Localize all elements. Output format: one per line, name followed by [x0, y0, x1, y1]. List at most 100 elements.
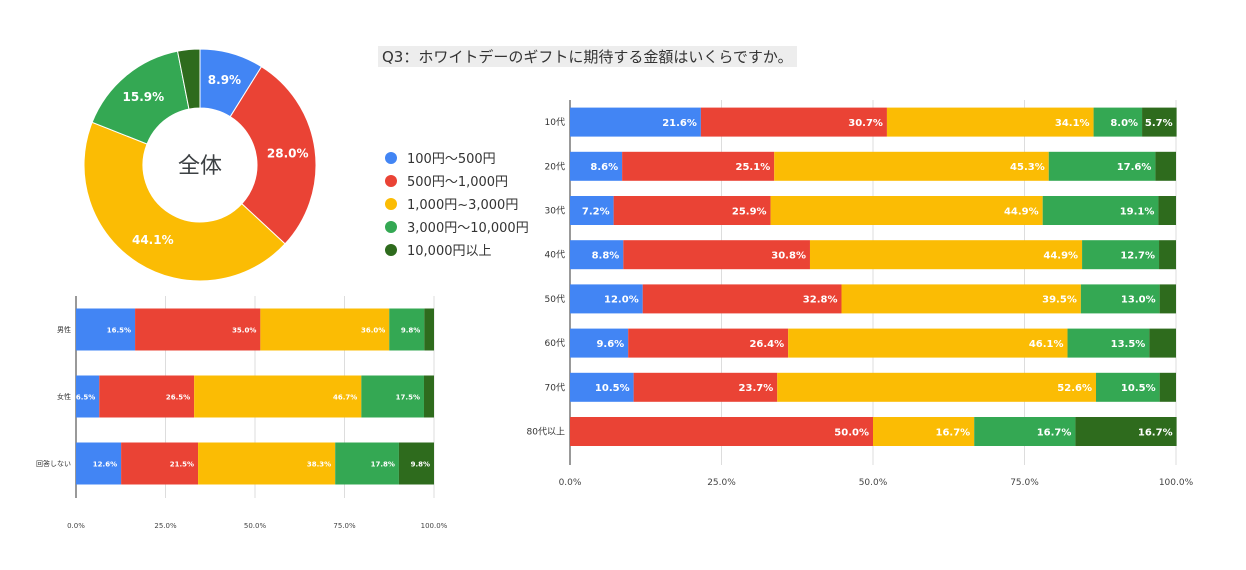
bar-segment: [788, 328, 1068, 358]
bar-data-label: 44.9%: [1004, 206, 1039, 217]
bar-data-label: 30.8%: [771, 251, 806, 262]
bar-segment: [700, 107, 887, 137]
donut-center-label: 全体: [178, 154, 222, 179]
bar-segment: [1159, 240, 1176, 270]
donut-slice-label: 28.0%: [267, 146, 309, 160]
bar-data-label: 21.6%: [662, 118, 697, 129]
legend-label: 100円～500円: [407, 152, 496, 167]
bar-segment: [570, 372, 634, 402]
bar-segment: [613, 196, 771, 225]
bar-data-label: 9.8%: [401, 326, 420, 334]
bar-data-label: 46.1%: [1029, 339, 1064, 350]
bar-segment: [76, 375, 100, 418]
donut-chart: 8.9% 28.0% 44.1% 15.9% 全体: [83, 48, 317, 282]
bar-data-label: 45.3%: [1010, 162, 1045, 173]
bar-data-label: 12.7%: [1120, 251, 1155, 262]
category-label: 女性: [57, 392, 71, 401]
bar-segment: [570, 107, 701, 137]
donut-slice: [83, 121, 286, 282]
bar-data-label: 52.6%: [1057, 383, 1092, 394]
bar-data-label: 16.7%: [1037, 427, 1072, 438]
legend-item: 500円～1,000円: [385, 169, 529, 192]
bar-data-label: 8.8%: [592, 251, 620, 262]
donut-slice-label: 15.9%: [123, 90, 165, 104]
bar-segment: [361, 375, 424, 418]
bar-data-label: 32.8%: [803, 295, 838, 306]
bar-data-label: 44.9%: [1043, 251, 1078, 262]
bar-data-label: 9.6%: [596, 339, 624, 350]
legend-label: 1,000円~3,000円: [407, 198, 519, 213]
category-label: 70代: [545, 382, 565, 393]
legend-item: 10,000円以上: [385, 238, 529, 261]
bar-segment: [76, 442, 122, 485]
bar-segment: [570, 151, 623, 181]
bar-segment: [1142, 107, 1177, 137]
x-tick-label: 75.0%: [333, 522, 356, 530]
category-label: 60代: [545, 338, 565, 349]
bar-data-label: 12.6%: [93, 460, 117, 468]
bar-segment: [570, 240, 624, 270]
bar-segment: [1075, 417, 1177, 446]
bar-data-label: 50.0%: [834, 427, 869, 438]
bar-data-label: 8.0%: [1110, 118, 1138, 129]
bar-data-label: 10.5%: [595, 383, 630, 394]
bar-segment: [194, 375, 362, 418]
bar-segment: [1159, 372, 1176, 402]
legend-label: 10,000円以上: [407, 244, 492, 259]
bar-segment: [423, 375, 434, 418]
bar-data-label: 5.7%: [1145, 118, 1173, 129]
category-label: 回答しない: [36, 459, 71, 468]
bar-segment: [622, 151, 775, 181]
bar-data-label: 25.9%: [732, 206, 767, 217]
legend-swatch: [385, 151, 397, 164]
legend-item: 100円～500円: [385, 146, 529, 169]
x-tick-label: 25.0%: [707, 478, 736, 488]
bar-segment: [886, 107, 1094, 137]
bar-data-label: 30.7%: [848, 118, 883, 129]
legend-label: 500円～1,000円: [407, 175, 509, 190]
bar-segment: [628, 328, 789, 358]
bar-segment: [1155, 151, 1176, 181]
donut-slice-label: 44.1%: [132, 233, 174, 247]
bar-data-label: 35.0%: [232, 326, 256, 334]
bar-data-label: 6.5%: [76, 393, 95, 401]
donut-slice: [229, 65, 317, 245]
bar-segment: [1080, 284, 1160, 314]
bar-segment: [1159, 284, 1176, 314]
category-label: 40代: [545, 250, 565, 261]
bar-segment: [121, 442, 199, 485]
x-tick-label: 75.0%: [1010, 478, 1039, 488]
gender-stacked-bar-chart: 0.0% 25.0% 50.0% 75.0% 100.0% 男性 16.5% 35.0% 36.…: [36, 296, 448, 530]
bar-segment: [841, 284, 1081, 314]
bar-segment: [1096, 372, 1160, 402]
bar-data-label: 16.7%: [935, 427, 970, 438]
x-tick-label: 50.0%: [244, 522, 267, 530]
bar-segment: [1048, 151, 1156, 181]
bar-data-label: 13.0%: [1121, 295, 1156, 306]
bar-data-label: 17.8%: [371, 460, 395, 468]
x-tick-label: 25.0%: [154, 522, 177, 530]
bar-segment: [260, 308, 390, 351]
category-label: 10代: [545, 117, 565, 128]
x-tick-label: 0.0%: [559, 478, 582, 488]
legend-swatch: [385, 243, 397, 256]
bar-data-label: 23.7%: [739, 383, 774, 394]
legend: 100円～500円 500円～1,000円 1,000円~3,000円 3,000円～…: [385, 146, 529, 261]
bar-segment: [135, 308, 261, 351]
chart-title: Q3：ホワイトデーのギフトに期待する金額はいくらですか。: [378, 46, 797, 67]
bar-segment: [335, 442, 399, 485]
x-tick-label: 100.0%: [1159, 478, 1194, 488]
bar-data-label: 12.0%: [604, 295, 639, 306]
bar-segment: [809, 240, 1083, 270]
bar-segment: [974, 417, 1076, 446]
bar-data-label: 26.5%: [166, 393, 190, 401]
bar-data-label: 9.8%: [411, 460, 430, 468]
bar-data-label: 7.2%: [582, 206, 610, 217]
category-label: 80代以上: [527, 427, 565, 438]
bar-segment: [642, 284, 842, 314]
bar-data-label: 26.4%: [749, 339, 784, 350]
bar-segment: [774, 151, 1049, 181]
bar-data-label: 17.6%: [1117, 162, 1152, 173]
bar-segment: [424, 308, 434, 351]
bar-data-label: 34.1%: [1055, 118, 1090, 129]
